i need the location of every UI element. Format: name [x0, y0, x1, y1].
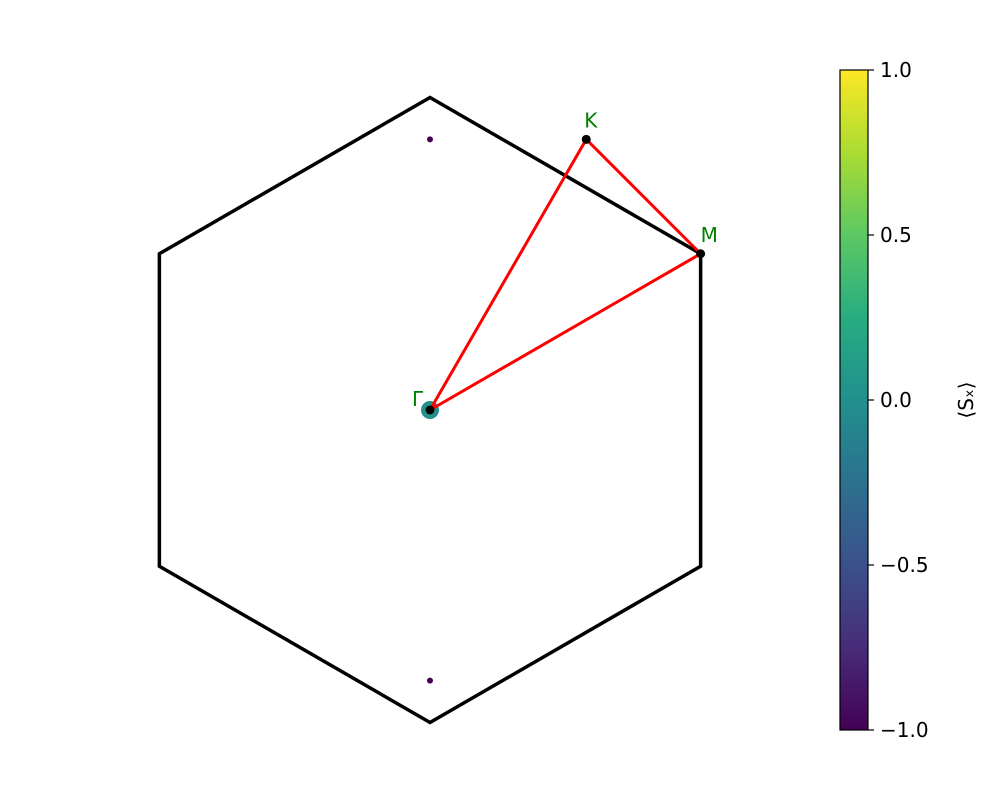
- colorbar-title: ⟨Sₓ⟩: [954, 381, 978, 418]
- scatter-point: [427, 136, 433, 142]
- high-sym-label: M: [701, 223, 718, 247]
- colorbar-tick-label: 1.0: [880, 58, 912, 82]
- colorbar-tick-label: −1.0: [880, 718, 929, 742]
- colorbar-gradient: [840, 70, 868, 730]
- high-sym-marker: [582, 135, 591, 144]
- scatter-point: [427, 678, 433, 684]
- high-sym-label: Γ: [412, 387, 424, 411]
- high-sym-marker: [696, 249, 705, 258]
- colorbar-tick-label: −0.5: [880, 553, 929, 577]
- high-sym-marker: [426, 406, 435, 415]
- high-sym-label: K: [584, 108, 598, 132]
- colorbar-tick-label: 0.5: [880, 223, 912, 247]
- colorbar-tick-label: 0.0: [880, 388, 912, 412]
